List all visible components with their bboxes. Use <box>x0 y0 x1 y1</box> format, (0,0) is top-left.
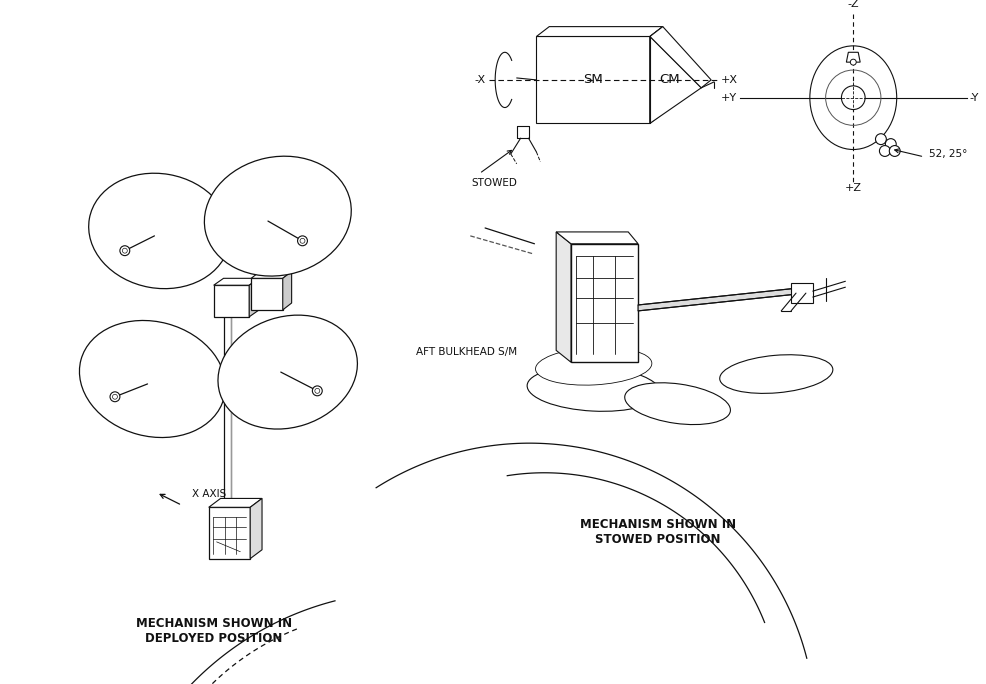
Polygon shape <box>556 232 638 244</box>
Bar <box>209 508 250 559</box>
Ellipse shape <box>218 315 357 429</box>
Polygon shape <box>650 27 711 88</box>
Ellipse shape <box>80 321 226 438</box>
Text: AFT BULKHEAD S/M: AFT BULKHEAD S/M <box>416 347 517 357</box>
Text: 52, 25°: 52, 25° <box>929 149 967 159</box>
Circle shape <box>122 248 127 253</box>
Circle shape <box>889 146 900 157</box>
Text: +Z: +Z <box>845 183 862 194</box>
Ellipse shape <box>535 347 652 385</box>
Polygon shape <box>638 287 806 311</box>
Polygon shape <box>650 36 701 123</box>
Circle shape <box>120 246 130 256</box>
Ellipse shape <box>625 383 731 425</box>
Polygon shape <box>556 232 571 363</box>
Circle shape <box>885 139 896 150</box>
Ellipse shape <box>204 156 351 276</box>
Polygon shape <box>536 27 663 36</box>
Text: X AXIS: X AXIS <box>192 490 226 499</box>
Circle shape <box>313 386 322 396</box>
Text: CM: CM <box>660 73 680 86</box>
Polygon shape <box>251 272 292 278</box>
Bar <box>791 283 812 303</box>
Text: +Y: +Y <box>721 93 737 103</box>
Circle shape <box>298 236 308 246</box>
Bar <box>251 278 283 310</box>
Polygon shape <box>214 278 259 285</box>
Bar <box>571 244 638 363</box>
Text: SM: SM <box>584 73 603 86</box>
Polygon shape <box>209 499 262 508</box>
Polygon shape <box>846 52 860 62</box>
Ellipse shape <box>528 367 661 411</box>
Circle shape <box>110 392 120 402</box>
Bar <box>536 36 650 123</box>
Circle shape <box>850 60 856 65</box>
Circle shape <box>300 238 305 244</box>
Text: MECHANISM SHOWN IN
STOWED POSITION: MECHANISM SHOWN IN STOWED POSITION <box>580 518 736 546</box>
Polygon shape <box>250 499 262 559</box>
Ellipse shape <box>720 355 833 393</box>
Polygon shape <box>283 272 292 310</box>
Text: MECHANISM SHOWN IN
DEPLOYED POSITION: MECHANISM SHOWN IN DEPLOYED POSITION <box>136 617 292 645</box>
Circle shape <box>841 86 865 109</box>
Circle shape <box>112 394 117 399</box>
Bar <box>214 285 249 317</box>
Circle shape <box>315 389 319 393</box>
Ellipse shape <box>89 173 230 289</box>
Text: STOWED: STOWED <box>471 178 518 187</box>
Circle shape <box>876 133 886 144</box>
Circle shape <box>880 146 890 157</box>
Polygon shape <box>650 27 663 123</box>
Text: -X: -X <box>474 75 485 85</box>
Ellipse shape <box>810 46 896 150</box>
Text: -Y: -Y <box>970 93 979 103</box>
Text: +X: +X <box>721 75 738 85</box>
Polygon shape <box>249 278 259 317</box>
Text: -Z: -Z <box>847 0 859 9</box>
